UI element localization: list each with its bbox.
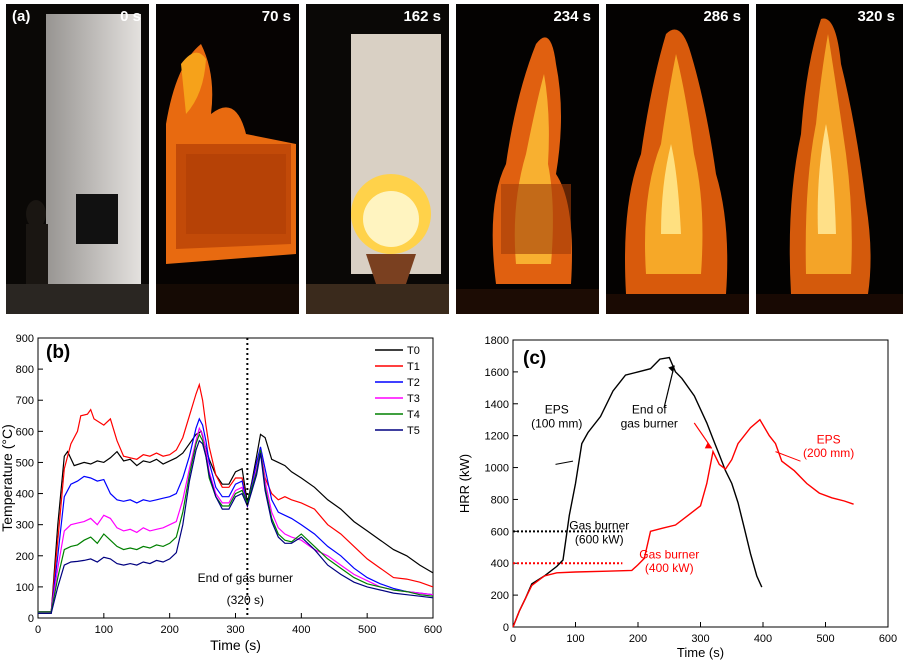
- annotation-gas-burner: gas burner: [621, 417, 678, 431]
- annotation-gas-burner-600: Gas burner: [569, 519, 629, 533]
- hrr-x-tick-label: 300: [691, 633, 709, 645]
- temp-x-tick-label: 200: [160, 624, 178, 636]
- y-axis-label: HRR (kW): [457, 454, 472, 513]
- temperature-chart-svg: 0 100 200 300 400 500 600 0 100 200 300 400 500 600 70…: [0, 333, 442, 653]
- series-line-eps-200mm: [512, 418, 854, 628]
- series-line-t0: [38, 430, 434, 614]
- leader-eps-200: [775, 451, 801, 462]
- photo-70s: 70 s: [156, 4, 299, 314]
- annotation-eps-200: EPS: [817, 433, 841, 447]
- hrr-x-tick-label: 600: [879, 633, 897, 645]
- y-axis-label: Temperature (°C): [0, 424, 15, 532]
- panel-c-label: (c): [523, 348, 546, 369]
- arrow-end-of-burner-black: [663, 365, 675, 408]
- photo-320s: 320 s: [756, 4, 903, 314]
- annotation-gas-burner-600-value: (600 kW): [575, 532, 624, 546]
- temp-x-tick-label: 0: [35, 624, 41, 636]
- annotation-eps-100-thickness: (100 mm): [531, 417, 582, 431]
- legend-label-t1: T1: [407, 361, 420, 373]
- panel-a-label: (a): [12, 8, 31, 25]
- hrr-x-tick-label: 100: [566, 633, 584, 645]
- temp-x-tick-label: 100: [95, 624, 113, 636]
- x-axis-label: Time (s): [210, 637, 261, 653]
- legend-label-t3: T3: [407, 393, 420, 405]
- panel-b-label: (b): [46, 342, 70, 363]
- temp-x-tick-label: 400: [292, 624, 310, 636]
- hrr-y-tick-label: 800: [491, 494, 509, 506]
- photo-time-label: 234 s: [553, 8, 591, 25]
- hrr-chart-svg: 0 100 200 300 400 500 600 0 200 400 600 800 1000 1200…: [457, 335, 897, 660]
- photo-234s: 234 s: [456, 4, 599, 314]
- temp-y-tick-label: 0: [28, 613, 34, 625]
- annotation-eps-100: EPS: [545, 402, 569, 416]
- photo-time-label: 0 s: [120, 8, 141, 25]
- photo-286s-image: [606, 4, 749, 314]
- hrr-y-tick-label: 1800: [485, 335, 509, 347]
- arrow-head-black: [668, 365, 675, 373]
- hrr-y-tick-label: 400: [491, 558, 509, 570]
- series-line-t3: [38, 426, 434, 613]
- series-line-t1: [38, 382, 434, 613]
- annotation-eps-200-thickness: (200 mm): [803, 446, 854, 460]
- temp-y-tick-label: 200: [16, 551, 34, 563]
- temp-y-tick-label: 800: [16, 364, 34, 376]
- photo-0s: (a) 0 s: [6, 4, 149, 314]
- annotation-end-of: End of: [632, 402, 667, 416]
- temp-y-tick-label: 700: [16, 395, 34, 407]
- hrr-x-tick-label: 500: [816, 633, 834, 645]
- hrr-y-tick-label: 1400: [485, 399, 509, 411]
- temp-x-tick-label: 600: [424, 624, 442, 636]
- hrr-y-tick-label: 1600: [485, 367, 509, 379]
- hrr-y-tick-label: 0: [503, 622, 509, 634]
- temp-y-tick-label: 900: [16, 333, 34, 345]
- photo-time-label: 162 s: [403, 8, 441, 25]
- photo-time-label: 70 s: [261, 8, 291, 25]
- legend-label-t5: T5: [407, 425, 420, 437]
- hrr-y-tick-label: 1200: [485, 431, 509, 443]
- legend-label-t2: T2: [407, 377, 420, 389]
- photo-162s-image: [306, 4, 449, 314]
- temp-y-tick-label: 400: [16, 489, 34, 501]
- hrr-y-tick-label: 600: [491, 526, 509, 538]
- photo-0s-image: [6, 4, 149, 314]
- hrr-x-tick-label: 0: [510, 633, 516, 645]
- hrr-chart: 0 100 200 300 400 500 600 0 200 400 600 800 1000 1200…: [455, 320, 909, 665]
- temp-x-tick-label: 300: [226, 624, 244, 636]
- hrr-y-tick-label: 200: [491, 590, 509, 602]
- temp-y-tick-label: 600: [16, 426, 34, 438]
- temp-y-tick-label: 500: [16, 457, 34, 469]
- temp-y-tick-label: 100: [16, 582, 34, 594]
- series-line-t5: [38, 439, 434, 614]
- photo-70s-image: [156, 4, 299, 314]
- hrr-x-tick-label: 400: [754, 633, 772, 645]
- temp-y-tick-label: 300: [16, 520, 34, 532]
- photo-strip: (a) 0 s 70 s 162 s: [6, 4, 903, 314]
- hrr-plot-frame: [512, 339, 889, 628]
- temperature-chart: 0 100 200 300 400 500 600 0 100 200 300 400 500 600 70…: [0, 320, 450, 665]
- legend-label-t4: T4: [407, 409, 420, 421]
- photo-234s-image: [456, 4, 599, 314]
- photo-time-label: 286 s: [703, 8, 741, 25]
- photo-286s: 286 s: [606, 4, 749, 314]
- hrr-x-tick-label: 200: [629, 633, 647, 645]
- annotation-320s: (320 s): [227, 593, 264, 607]
- annotation-gas-burner-400: Gas burner: [639, 547, 699, 561]
- photo-162s: 162 s: [306, 4, 449, 314]
- temp-x-tick-label: 500: [358, 624, 376, 636]
- legend-label-t0: T0: [407, 345, 420, 357]
- photo-320s-image: [756, 4, 903, 314]
- x-axis-label: Time (s): [677, 645, 724, 660]
- leader-eps-100: [555, 460, 574, 465]
- annotation-end-of-gas-burner: End of gas burner: [198, 571, 293, 585]
- series-line-eps-100mm: [512, 356, 763, 628]
- annotation-gas-burner-400-value: (400 kW): [645, 561, 694, 575]
- series-line-t2: [38, 417, 434, 613]
- hrr-y-tick-label: 1000: [485, 463, 509, 475]
- photo-time-label: 320 s: [857, 8, 895, 25]
- arrow-head-red: [704, 442, 712, 449]
